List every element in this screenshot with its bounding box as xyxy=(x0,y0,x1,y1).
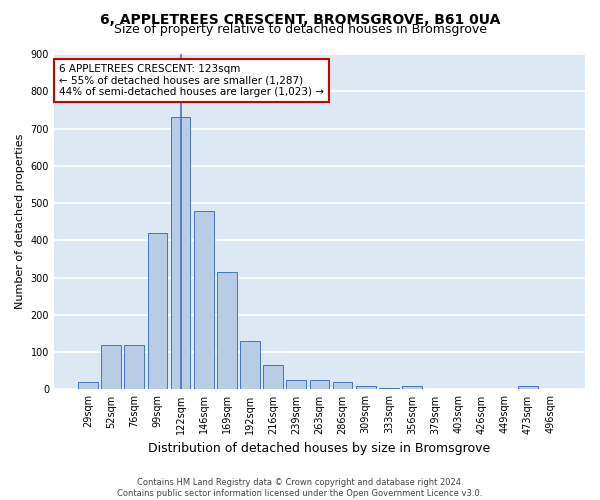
Text: Contains HM Land Registry data © Crown copyright and database right 2024.
Contai: Contains HM Land Registry data © Crown c… xyxy=(118,478,482,498)
Bar xyxy=(148,233,167,390)
Bar xyxy=(356,386,376,390)
Bar xyxy=(194,212,214,390)
X-axis label: Distribution of detached houses by size in Bromsgrove: Distribution of detached houses by size … xyxy=(148,442,491,455)
Bar xyxy=(286,380,306,390)
Bar xyxy=(333,382,352,390)
Bar xyxy=(518,386,538,390)
Bar xyxy=(402,386,422,390)
Text: 6, APPLETREES CRESCENT, BROMSGROVE, B61 0UA: 6, APPLETREES CRESCENT, BROMSGROVE, B61 … xyxy=(100,12,500,26)
Text: 6 APPLETREES CRESCENT: 123sqm
← 55% of detached houses are smaller (1,287)
44% o: 6 APPLETREES CRESCENT: 123sqm ← 55% of d… xyxy=(59,64,324,98)
Bar xyxy=(240,341,260,390)
Bar xyxy=(217,272,236,390)
Bar xyxy=(310,380,329,390)
Y-axis label: Number of detached properties: Number of detached properties xyxy=(15,134,25,310)
Bar xyxy=(263,365,283,390)
Bar xyxy=(78,382,98,390)
Bar xyxy=(124,344,144,390)
Bar xyxy=(170,118,190,390)
Bar xyxy=(101,344,121,390)
Text: Size of property relative to detached houses in Bromsgrove: Size of property relative to detached ho… xyxy=(113,22,487,36)
Bar xyxy=(379,388,399,390)
